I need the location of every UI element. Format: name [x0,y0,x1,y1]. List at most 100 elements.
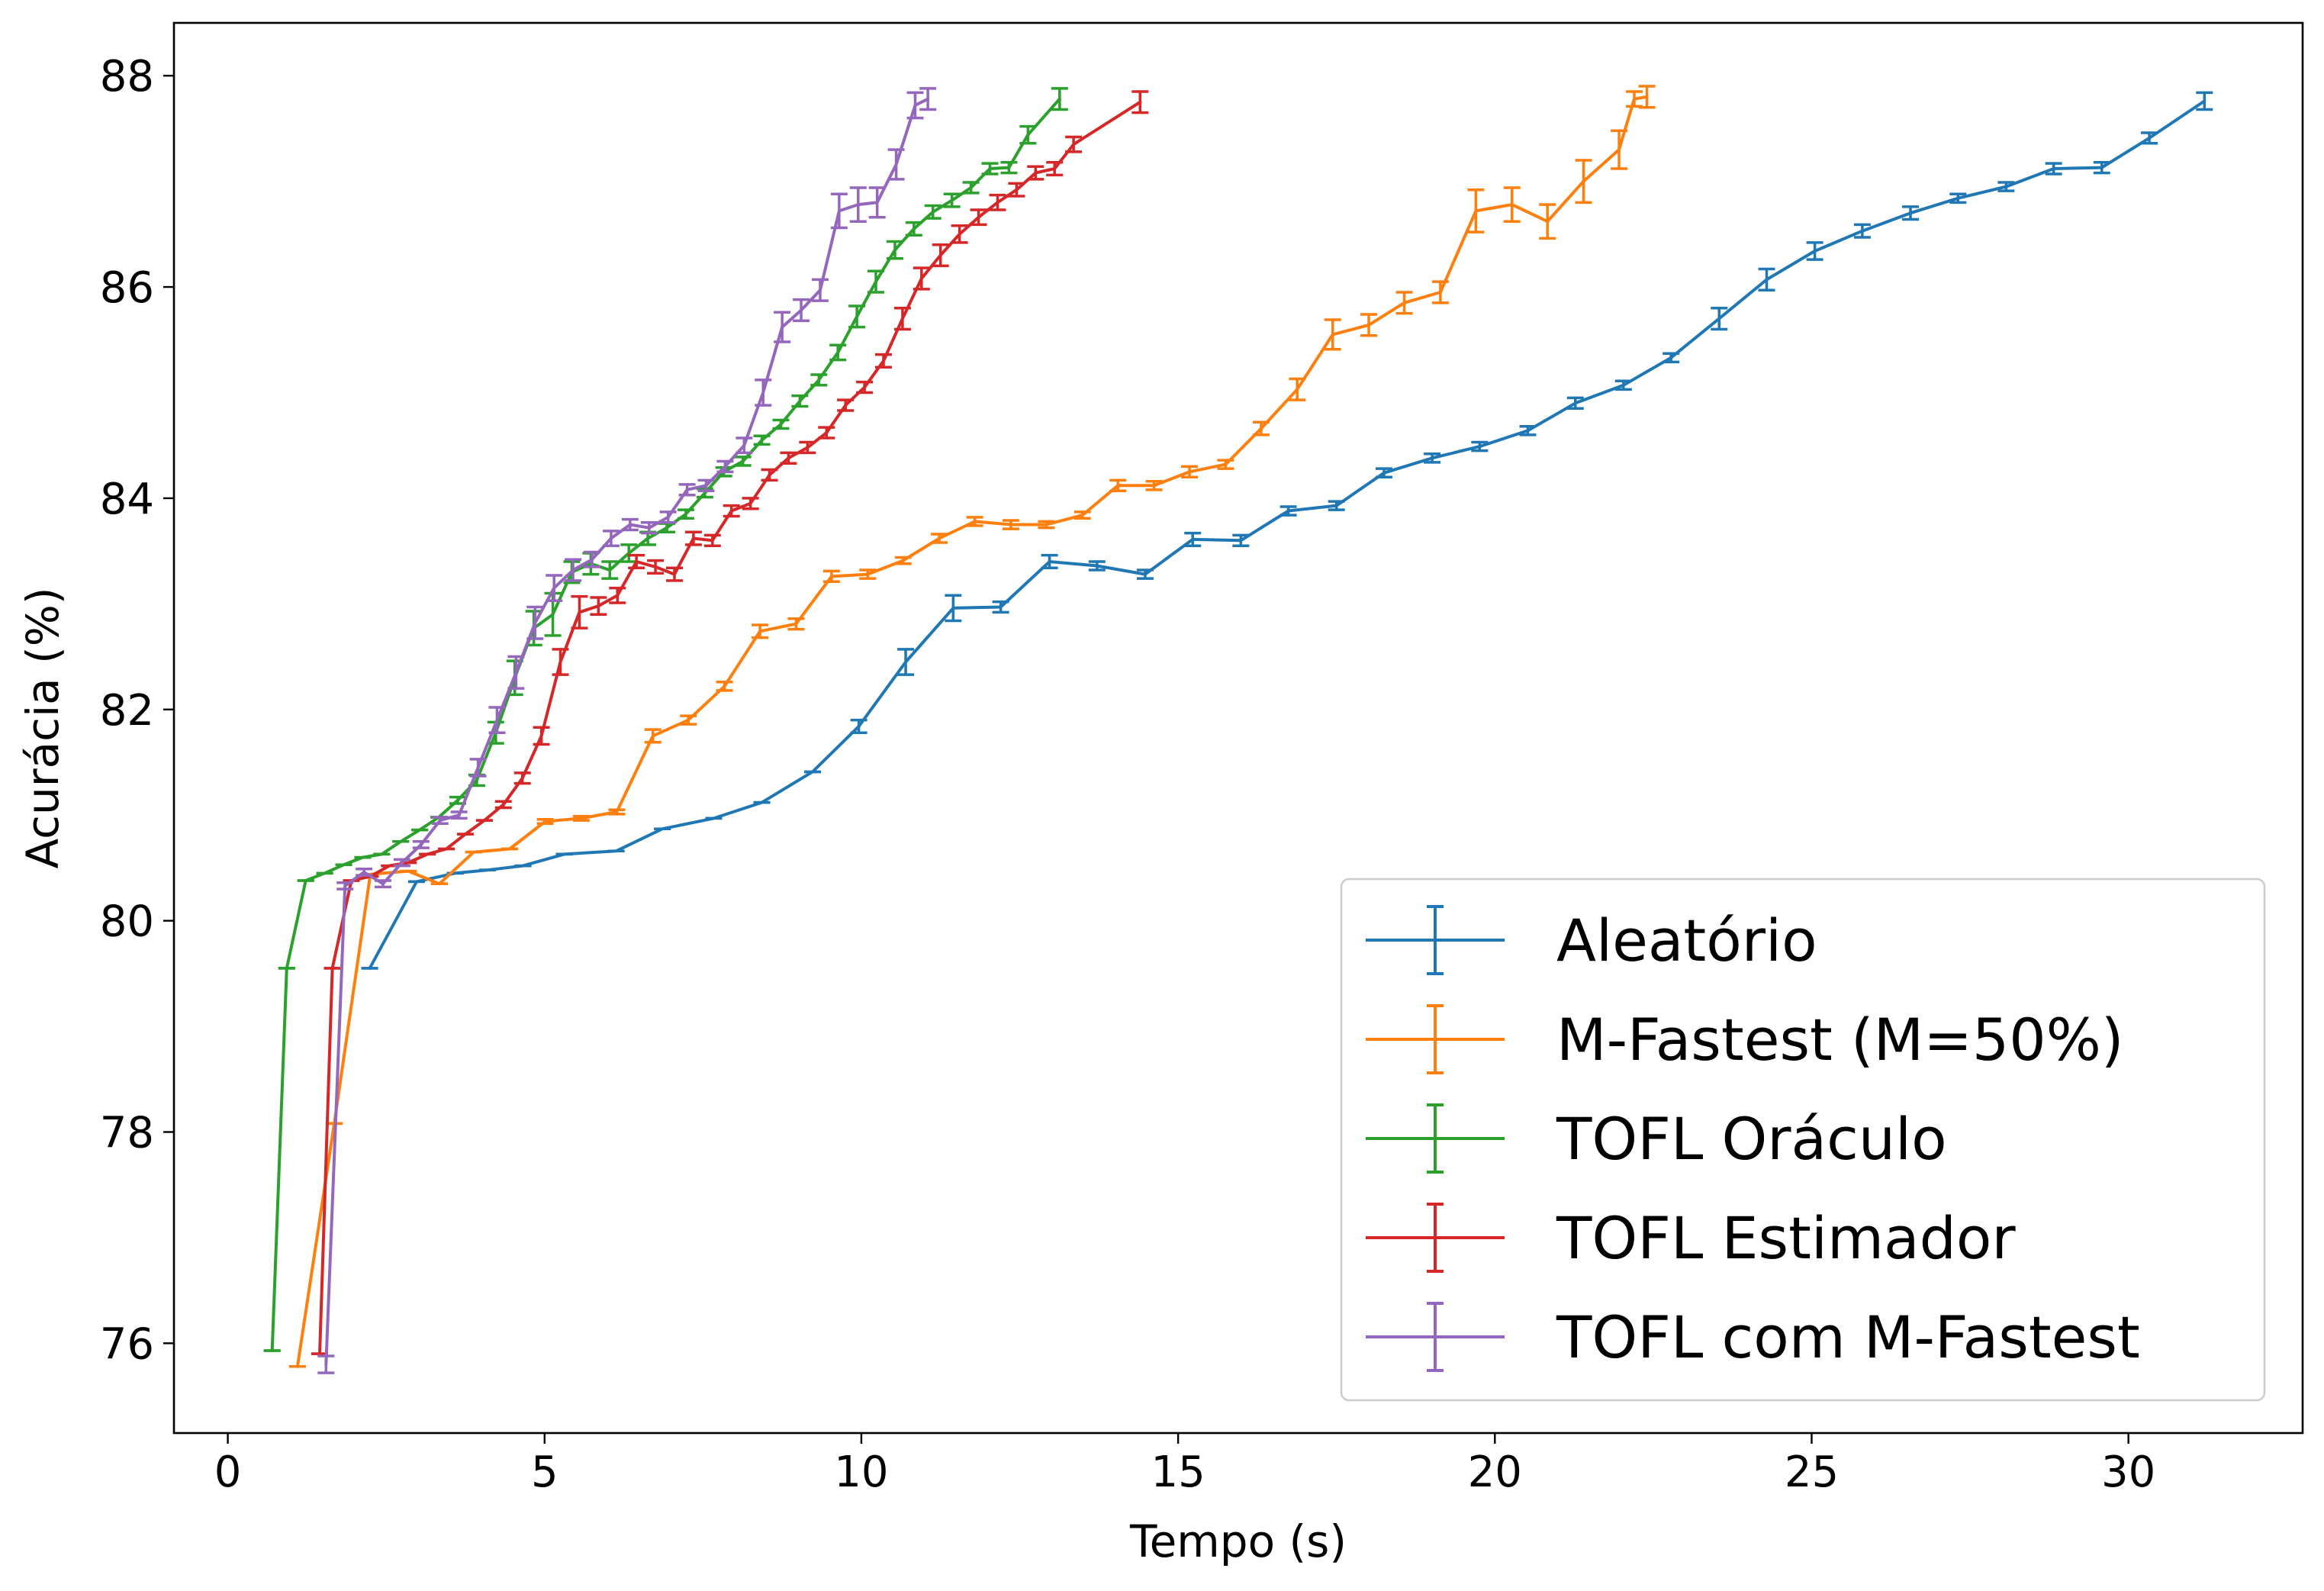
error-bar [919,87,937,111]
error-bar [659,510,677,524]
x-tick-label: 20 [1468,1448,1522,1497]
legend-label: TOFL com M-Fastest [1556,1303,2140,1371]
error-bar [1395,291,1413,315]
error-bar [924,204,942,220]
error-bar [989,193,1006,211]
error-bar [822,569,840,584]
error-bar [1145,480,1163,491]
error-bar [2141,131,2158,145]
error-bar [1002,519,1019,530]
error-bar [932,243,949,268]
error-bar [1638,85,1656,109]
legend-item: TOFL com M-Fastest [1366,1302,2140,1372]
error-bar [469,758,487,778]
error-bar [848,304,866,329]
y-tick-label: 84 [100,475,154,524]
error-bar [992,600,1009,614]
error-bar [356,868,373,877]
error-bar [1279,505,1297,517]
error-bar [1566,396,1584,411]
error-bar [697,478,715,492]
series-line [295,95,1649,1368]
error-bar [966,516,983,527]
x-axis: 0 5 10 15 20 25 30 [214,1433,2155,1497]
error-bar [859,568,877,580]
error-bar [887,148,905,181]
x-tick-label: 25 [1785,1448,1839,1497]
error-bar [1073,510,1091,520]
error-bar [793,298,810,323]
error-bar [526,605,544,640]
error-bar [787,617,805,631]
error-bar [962,181,980,195]
x-tick-label: 30 [2101,1448,2155,1497]
error-bar [572,814,590,822]
error-bar [875,353,892,369]
error-bar [1431,280,1449,304]
error-bar [755,378,772,407]
error-bar [1997,181,2015,192]
error-bar [849,186,867,223]
error-bar [1503,186,1521,223]
error-bar [621,517,639,532]
error-bar [1217,459,1234,470]
error-bar [590,596,607,616]
error-bar [584,550,601,568]
error-bar [375,879,392,889]
error-bar [868,186,886,219]
error-bar [772,418,790,430]
error-bar [810,373,828,387]
error-bar [780,451,797,465]
error-bar [906,91,924,120]
error-bar [533,726,550,746]
error-bar [1041,553,1058,570]
error-bar [602,530,620,547]
error-bar [1088,560,1106,572]
series-line [368,99,2207,970]
error-bar [1289,377,1306,401]
x-axis-label: Tempo (s) [1129,1515,1347,1567]
error-bar [1711,307,1728,331]
error-bar [552,648,569,676]
error-bar [1611,129,1628,170]
error-bar [734,456,752,467]
error-bar [317,1354,335,1374]
error-bar [680,714,697,726]
error-bar [1184,531,1202,547]
error-bar [1519,425,1537,436]
error-bar [546,574,563,602]
error-bar [752,623,769,639]
error-bar [450,810,468,820]
error-bar [1360,313,1378,337]
error-bar [536,817,554,826]
x-tick-label: 15 [1151,1448,1205,1497]
error-bar [905,221,922,237]
error-bar [703,533,721,547]
error-bar [1575,159,1592,205]
error-bar [1663,352,1680,364]
y-axis-label: Acurácia (%) [17,587,69,868]
legend-item: M-Fastest (M=50%) [1366,1004,2124,1074]
error-bar [677,508,694,520]
error-bar [799,440,816,455]
error-bar [1027,165,1045,181]
error-bar [412,840,430,849]
error-bar [1758,267,1775,291]
y-tick-label: 88 [100,52,154,101]
y-tick-label: 78 [100,1108,154,1158]
x-tick-label: 0 [214,1448,242,1497]
error-bar [1008,182,1025,198]
error-bar [2196,91,2213,111]
error-bar [894,556,912,565]
legend-label: TOFL Estimador [1556,1204,2016,1272]
legend: Aleatório M-Fastest (M=50%) TOFL Oráculo TO… [1340,878,2266,1402]
error-bar [678,483,696,497]
error-bar [897,648,915,676]
error-bar [818,426,835,440]
error-bar [945,594,962,623]
error-bar [1853,223,1871,239]
error-bar [644,728,661,744]
error-bar [736,436,753,455]
error-bar [970,208,987,227]
